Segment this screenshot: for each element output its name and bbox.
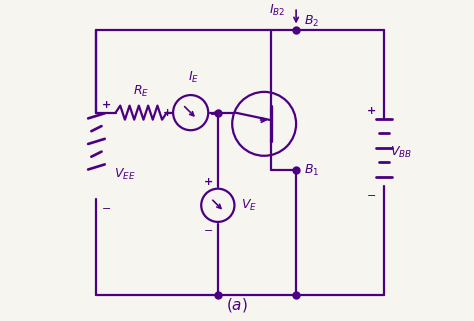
Text: $B_1$: $B_1$ xyxy=(304,163,319,178)
Text: $I_E$: $I_E$ xyxy=(188,70,200,85)
Text: +: + xyxy=(163,108,172,117)
Text: $R_E$: $R_E$ xyxy=(133,84,149,100)
Text: $V_E$: $V_E$ xyxy=(241,198,257,213)
Text: $(a)$: $(a)$ xyxy=(226,296,248,314)
Text: +: + xyxy=(366,106,376,116)
Text: $-$: $-$ xyxy=(366,189,376,199)
Text: $I_{B2}$: $I_{B2}$ xyxy=(269,3,285,18)
Text: $-$: $-$ xyxy=(203,224,213,234)
Text: $-$: $-$ xyxy=(209,108,219,117)
Text: $-$: $-$ xyxy=(101,202,111,212)
Text: +: + xyxy=(204,177,213,187)
Text: $B_2$: $B_2$ xyxy=(304,14,319,29)
Text: $V_{EE}$: $V_{EE}$ xyxy=(114,167,136,183)
Text: $V_{BB}$: $V_{BB}$ xyxy=(391,145,412,160)
Text: +: + xyxy=(101,100,110,110)
